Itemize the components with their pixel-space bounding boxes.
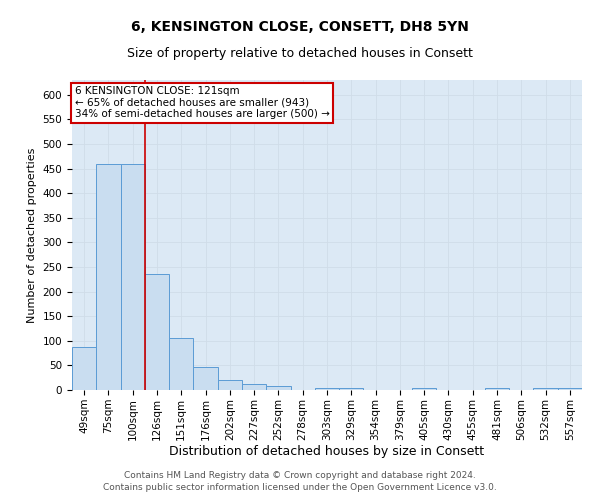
Bar <box>242 384 266 390</box>
Bar <box>266 386 290 390</box>
Text: Contains HM Land Registry data © Crown copyright and database right 2024.: Contains HM Land Registry data © Crown c… <box>124 471 476 480</box>
Bar <box>558 388 582 390</box>
Bar <box>485 388 509 390</box>
Text: 6 KENSINGTON CLOSE: 121sqm
← 65% of detached houses are smaller (943)
34% of sem: 6 KENSINGTON CLOSE: 121sqm ← 65% of deta… <box>74 86 329 120</box>
Bar <box>533 388 558 390</box>
Bar <box>145 274 169 390</box>
Bar <box>121 164 145 390</box>
X-axis label: Distribution of detached houses by size in Consett: Distribution of detached houses by size … <box>169 446 485 458</box>
Text: 6, KENSINGTON CLOSE, CONSETT, DH8 5YN: 6, KENSINGTON CLOSE, CONSETT, DH8 5YN <box>131 20 469 34</box>
Bar <box>96 164 121 390</box>
Bar <box>315 388 339 390</box>
Bar <box>412 388 436 390</box>
Text: Size of property relative to detached houses in Consett: Size of property relative to detached ho… <box>127 48 473 60</box>
Bar <box>218 380 242 390</box>
Bar <box>339 388 364 390</box>
Y-axis label: Number of detached properties: Number of detached properties <box>27 148 37 322</box>
Bar <box>72 346 96 390</box>
Text: Contains public sector information licensed under the Open Government Licence v3: Contains public sector information licen… <box>103 484 497 492</box>
Bar <box>169 338 193 390</box>
Bar <box>193 367 218 390</box>
